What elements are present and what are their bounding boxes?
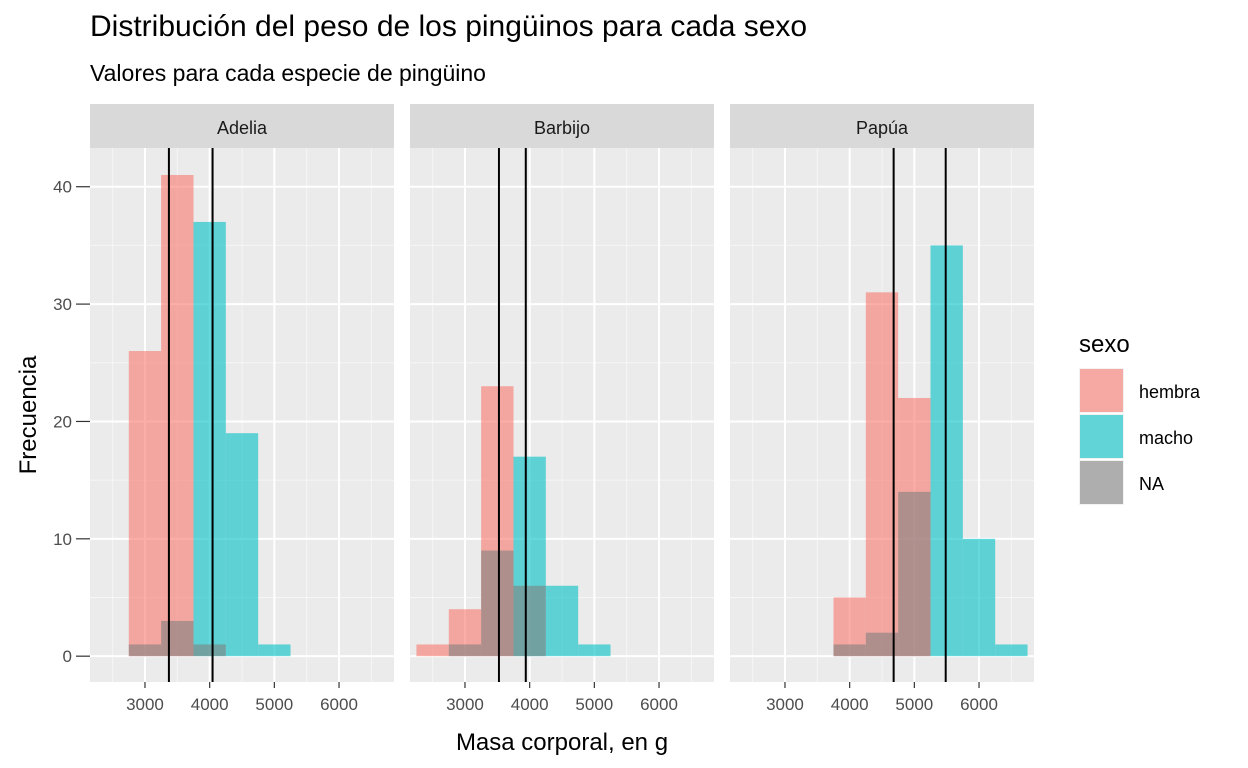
x-tick-label: 4000 bbox=[511, 695, 549, 714]
legend-key-macho bbox=[1080, 415, 1123, 458]
x-tick-label: 3000 bbox=[446, 695, 484, 714]
bar-hembra bbox=[161, 174, 194, 657]
bar-NA bbox=[513, 585, 546, 657]
bar-hembra bbox=[128, 351, 162, 657]
facet-panel-1: Barbijo 3000 4000 5000 6000 bbox=[410, 104, 714, 714]
bar-hembra bbox=[416, 644, 449, 657]
bar-macho bbox=[962, 538, 996, 657]
bar-macho bbox=[578, 644, 611, 657]
facet-strip bbox=[410, 104, 714, 148]
bar-NA bbox=[833, 644, 866, 657]
legend-title: sexo bbox=[1079, 331, 1130, 358]
x-tick-label: 3000 bbox=[126, 695, 164, 714]
bar-NA bbox=[481, 550, 514, 657]
x-tick-label: 5000 bbox=[255, 695, 293, 714]
legend: sexo hembra macho NA bbox=[1079, 331, 1201, 505]
facet-strip bbox=[730, 104, 1034, 148]
y-tick-label: 20 bbox=[53, 412, 72, 431]
facet-strip-label: Barbijo bbox=[534, 118, 590, 138]
x-axis-title: Masa corporal, en g bbox=[456, 729, 668, 756]
bar-NA bbox=[865, 632, 899, 657]
facet-strip bbox=[90, 104, 394, 148]
chart-title: Distribución del peso de los pingüinos p… bbox=[90, 10, 808, 43]
y-axis-title: Frecuencia bbox=[15, 355, 42, 474]
facet-panel-2: Papúa 3000 4000 5000 6000 bbox=[730, 104, 1034, 714]
chart-subtitle: Valores para cada especie de pingüino bbox=[90, 60, 486, 86]
bar-macho bbox=[995, 644, 1028, 657]
facet-panel-0: Adelia 3000 4000 5000 6000 bbox=[90, 104, 394, 714]
legend-label-hembra: hembra bbox=[1139, 382, 1201, 402]
y-tick-label: 10 bbox=[53, 530, 72, 549]
bar-macho bbox=[258, 644, 291, 657]
x-tick-label: 3000 bbox=[766, 695, 804, 714]
bar-macho bbox=[545, 585, 579, 657]
y-tick-label: 30 bbox=[53, 295, 72, 314]
bar-macho bbox=[193, 221, 226, 657]
x-tick-label: 5000 bbox=[575, 695, 613, 714]
bar-macho bbox=[225, 433, 259, 657]
legend-label-NA: NA bbox=[1139, 474, 1164, 494]
x-tick-label: 6000 bbox=[320, 695, 358, 714]
bar-NA bbox=[128, 644, 162, 657]
facet-strip-label: Papúa bbox=[856, 118, 909, 138]
bar-NA bbox=[898, 491, 931, 657]
y-tick-label: 40 bbox=[53, 178, 72, 197]
legend-key-hembra bbox=[1080, 369, 1123, 412]
facet-strip-label: Adelia bbox=[217, 118, 268, 138]
legend-label-macho: macho bbox=[1139, 428, 1193, 448]
x-tick-label: 4000 bbox=[831, 695, 869, 714]
x-tick-label: 4000 bbox=[191, 695, 229, 714]
y-tick-label: 0 bbox=[63, 647, 72, 666]
bar-NA bbox=[448, 644, 482, 657]
legend-key-NA bbox=[1080, 461, 1123, 504]
x-tick-label: 6000 bbox=[960, 695, 998, 714]
x-tick-label: 6000 bbox=[640, 695, 678, 714]
x-tick-label: 5000 bbox=[895, 695, 933, 714]
bar-NA bbox=[161, 620, 194, 657]
bar-NA bbox=[193, 644, 226, 657]
